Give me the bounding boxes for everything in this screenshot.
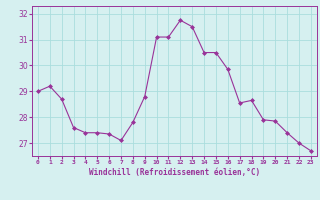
X-axis label: Windchill (Refroidissement éolien,°C): Windchill (Refroidissement éolien,°C) (89, 168, 260, 177)
